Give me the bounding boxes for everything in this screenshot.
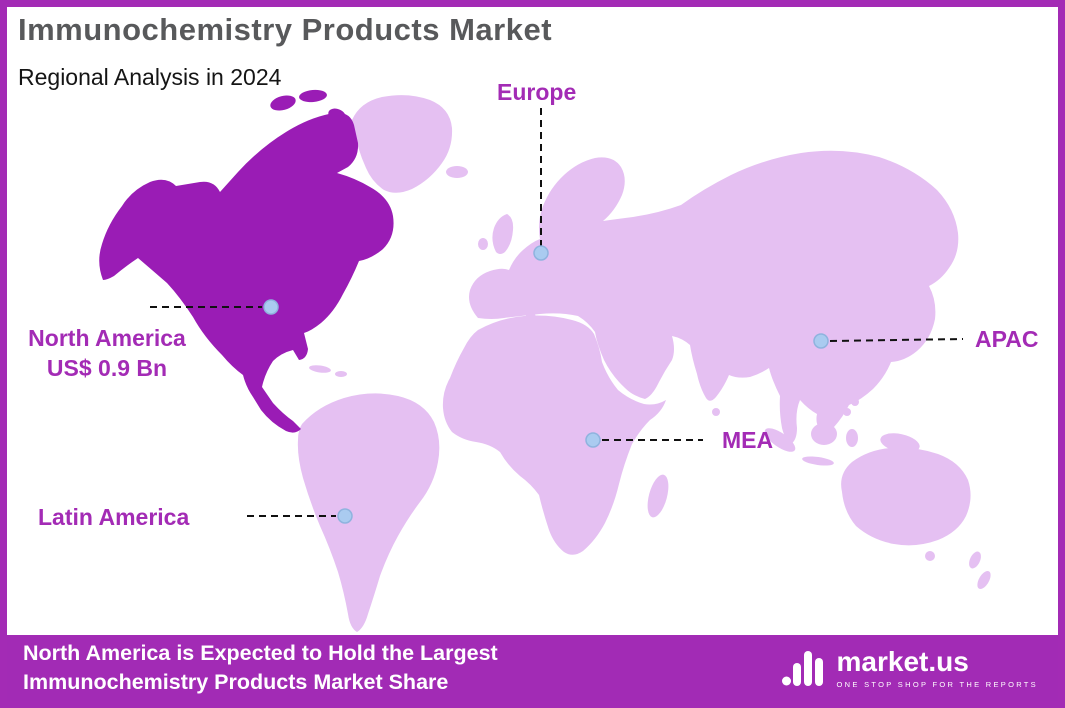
footer-headline: North America is Expected to Hold the La… — [23, 639, 498, 697]
continent-africa — [442, 315, 666, 555]
island-arctic-2 — [299, 89, 327, 103]
page-subtitle: Regional Analysis in 2024 — [18, 64, 282, 90]
footer-headline-line2: Immunochemistry Products Market Share — [23, 670, 449, 694]
location-markers — [263, 245, 829, 524]
brand-text: market.us ONE STOP SHOP FOR THE REPORTS — [836, 645, 1038, 689]
region-label-north-america-name: North America — [28, 325, 186, 351]
region-label-north-america: North America US$ 0.9 Bn — [4, 323, 210, 383]
marker-north-america — [263, 299, 279, 315]
island-sulawesi — [846, 429, 858, 447]
brand-tagline: ONE STOP SHOP FOR THE REPORTS — [836, 679, 1038, 689]
peninsula-italy — [525, 305, 541, 334]
region-label-europe: Europe — [497, 79, 577, 105]
region-label-apac: APAC — [975, 326, 1039, 352]
island-sumatra — [764, 428, 796, 452]
leader-line-apac — [829, 338, 964, 342]
island-new-zealand-south — [977, 570, 991, 590]
island-cuba — [309, 365, 331, 373]
region-label-latin-america: Latin America — [38, 504, 190, 530]
marker-apac — [813, 333, 829, 349]
continent-eurasia — [469, 150, 959, 444]
island-borneo — [811, 423, 837, 445]
marker-mea — [585, 432, 601, 448]
marker-europe — [533, 245, 549, 261]
island-new-guinea — [880, 433, 920, 453]
island-hispaniola — [335, 371, 347, 377]
island-philippines-3 — [843, 408, 851, 416]
continent-north-america-highlight — [99, 89, 394, 433]
continent-north-america — [99, 112, 394, 433]
island-new-zealand-north — [969, 551, 981, 569]
brand-name: market.us — [836, 645, 969, 677]
island-great-britain — [492, 214, 514, 254]
continents-light — [297, 95, 991, 632]
footer-banner: North America is Expected to Hold the La… — [7, 635, 1058, 701]
island-greenland — [352, 95, 453, 193]
island-iceland — [446, 166, 468, 178]
marketus-logo-icon — [781, 651, 823, 686]
leader-lines — [150, 108, 964, 517]
island-philippines-2 — [851, 398, 859, 406]
island-philippines-1 — [844, 384, 854, 394]
island-arctic-1 — [270, 95, 296, 111]
region-label-mea: MEA — [722, 427, 774, 453]
footer-headline-line1: North America is Expected to Hold the La… — [23, 641, 498, 665]
island-java — [802, 456, 834, 466]
brand-lockup: market.us ONE STOP SHOP FOR THE REPORTS — [781, 646, 1038, 690]
island-tasmania — [925, 551, 935, 561]
island-arctic-3 — [328, 108, 346, 122]
continent-australia — [841, 447, 971, 546]
region-value-north-america: US$ 0.9 Bn — [46, 355, 168, 381]
page-title: Immunochemistry Products Market — [18, 12, 553, 47]
marker-latin-america — [337, 508, 353, 524]
continent-south-america — [297, 393, 440, 632]
island-ireland — [478, 238, 488, 250]
island-sri-lanka — [712, 408, 720, 416]
island-madagascar — [647, 474, 669, 518]
island-japan — [898, 260, 920, 312]
